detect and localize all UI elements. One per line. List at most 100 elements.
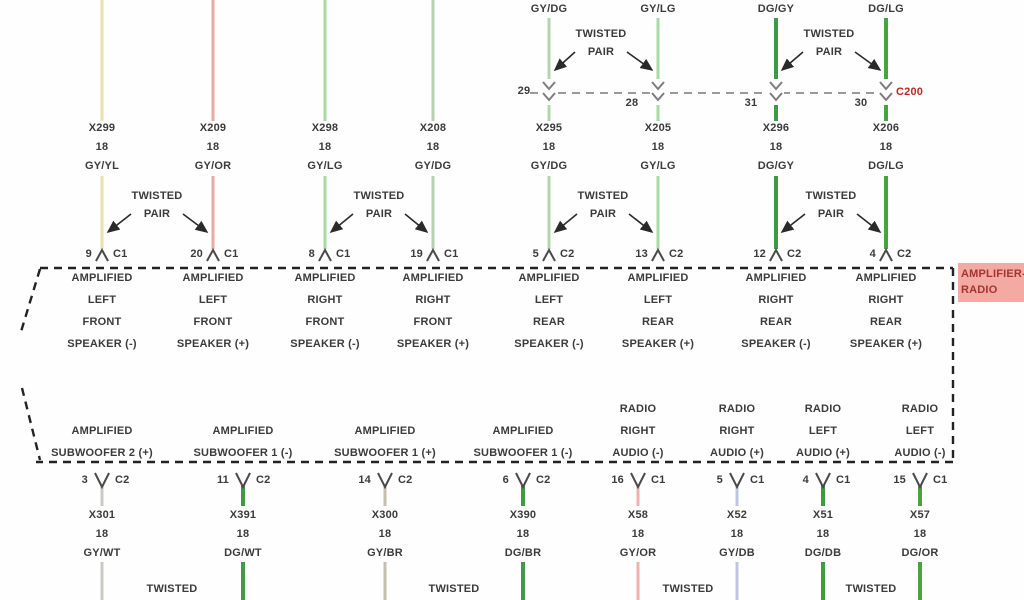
pin-number-label: 5 <box>716 474 723 486</box>
wire-X206-lower <box>884 176 888 249</box>
speaker-function-label: AMPLIFIED <box>745 272 807 284</box>
pin-number-label: 3 <box>81 474 88 486</box>
twisted-pair-label: TWISTED <box>805 190 857 202</box>
connector-name-label: C2 <box>536 474 551 486</box>
connector-name-label: C2 <box>897 248 912 260</box>
twisted-pair-label: TWISTED <box>131 190 183 202</box>
wire-gauge-label: 18 <box>816 528 830 540</box>
speaker-function-label: SPEAKER (-) <box>514 338 584 350</box>
pin-number-label: 12 <box>753 248 766 260</box>
connector-name-label: C1 <box>113 248 128 260</box>
twisted-pair-arrow-icon <box>628 213 654 233</box>
speaker-function-label: SPEAKER (+) <box>176 338 250 350</box>
output-function-label: AMPLIFIED <box>71 425 133 437</box>
wire-X57-bottom <box>918 562 922 600</box>
pin-chevron-icon <box>206 247 220 262</box>
wire-gauge-label: 18 <box>651 141 665 153</box>
connector-name-label: C1 <box>651 474 666 486</box>
speaker-function-label: REAR <box>760 316 792 328</box>
wire-X299-upper <box>100 0 104 121</box>
connector-name-label: C1 <box>336 248 351 260</box>
wire-gauge-label: 18 <box>95 141 109 153</box>
circuit-number-label: X206 <box>872 122 900 134</box>
wire-X52-bottom <box>735 562 739 600</box>
circuit-number-label: X390 <box>509 509 537 521</box>
c200-pin-number: 31 <box>744 97 758 109</box>
connector-name-label: C1 <box>933 474 948 486</box>
wire-X208-upper <box>431 0 435 121</box>
circuit-number-label: X209 <box>199 122 227 134</box>
wire-X57-stub <box>918 485 922 506</box>
c200-pin-number: 28 <box>625 97 639 109</box>
connector-name-label: C2 <box>787 248 802 260</box>
c200-pin-number: 30 <box>854 97 868 109</box>
output-function-label: AUDIO (-) <box>612 447 664 459</box>
wire-X52-stub <box>735 485 739 506</box>
wire-color-code-label: GY/YL <box>84 160 120 172</box>
pin-number-label: 15 <box>893 474 906 486</box>
wire-gauge-label: 18 <box>236 528 250 540</box>
wire-gauge-label: 18 <box>730 528 744 540</box>
pin-number-label: 9 <box>85 248 92 260</box>
twisted-label: TWISTED <box>428 583 480 595</box>
wire-gauge-label: 18 <box>542 141 556 153</box>
wire-X208-lower <box>431 176 435 249</box>
wire-X298-upper <box>323 0 327 121</box>
circuit-number-label: X208 <box>419 122 447 134</box>
circuit-number-label: X52 <box>726 509 748 521</box>
output-function-label: AUDIO (-) <box>894 447 946 459</box>
pin-number-label: 16 <box>611 474 624 486</box>
speaker-function-label: RIGHT <box>868 294 904 306</box>
wire-X205-upper <box>656 18 660 121</box>
pin-chevron-icon <box>318 247 332 262</box>
wire-X51-stub <box>821 485 825 506</box>
speaker-function-label: RIGHT <box>758 294 794 306</box>
wire-X299-lower <box>100 176 104 249</box>
wire-color-code-label: GY/DG <box>414 160 452 172</box>
output-function-label: RADIO <box>619 403 657 415</box>
wire-X296-lower <box>774 176 778 249</box>
speaker-function-label: FRONT <box>193 316 233 328</box>
circuit-number-label: X296 <box>762 122 790 134</box>
amplifier-radio-line2: RADIO <box>961 284 998 296</box>
pin-chevron-icon <box>879 247 893 262</box>
speaker-function-label: SPEAKER (-) <box>290 338 360 350</box>
circuit-number-label: X57 <box>909 509 931 521</box>
wire-color-code-label: DG/WT <box>224 547 262 559</box>
wire-color-code-label: DG/BR <box>504 547 542 559</box>
wire-color-code-label: DG/OR <box>901 547 939 559</box>
circuit-number-label: X58 <box>627 509 649 521</box>
speaker-function-label: FRONT <box>305 316 345 328</box>
pin-number-label: 20 <box>190 248 203 260</box>
speaker-function-label: FRONT <box>413 316 453 328</box>
wire-color-code-label: GY/DG <box>530 160 568 172</box>
pin-number-label: 6 <box>502 474 509 486</box>
twisted-pair-label: PAIR <box>143 208 171 220</box>
wire-X391-bottom <box>241 562 245 600</box>
speaker-function-label: SPEAKER (+) <box>396 338 470 350</box>
wire-X296-upper <box>774 18 778 121</box>
circuit-number-label: X301 <box>88 509 116 521</box>
output-function-label: AMPLIFIED <box>354 425 416 437</box>
wire-gauge-label: 18 <box>426 141 440 153</box>
amplifier-radio-line1: AMPLIFIER- <box>961 268 1024 280</box>
wire-X391-stub <box>241 485 245 506</box>
wire-color-code-top-label: DG/GY <box>757 3 795 15</box>
circuit-number-label: X300 <box>371 509 399 521</box>
wire-color-code-label: GY/WT <box>83 547 121 559</box>
wire-color-code-label: GY/OR <box>194 160 232 172</box>
speaker-function-label: AMPLIFIED <box>402 272 464 284</box>
wire-color-code-top-label: DG/LG <box>868 3 904 15</box>
twisted-pair-label: TWISTED <box>803 28 855 40</box>
wire-X300-stub <box>383 485 387 506</box>
wire-color-code-label: GY/LG <box>307 160 343 172</box>
wire-gauge-label: 18 <box>631 528 645 540</box>
pin-chevron-icon <box>426 247 440 262</box>
speaker-function-label: SPEAKER (+) <box>849 338 923 350</box>
twisted-label: TWISTED <box>146 583 198 595</box>
speaker-function-label: LEFT <box>534 294 564 306</box>
speaker-function-label: REAR <box>642 316 674 328</box>
output-function-label: AMPLIFIED <box>492 425 554 437</box>
connector-name-label: C2 <box>669 248 684 260</box>
amplifier-radio-callout: AMPLIFIER- RADIO <box>958 263 1024 302</box>
